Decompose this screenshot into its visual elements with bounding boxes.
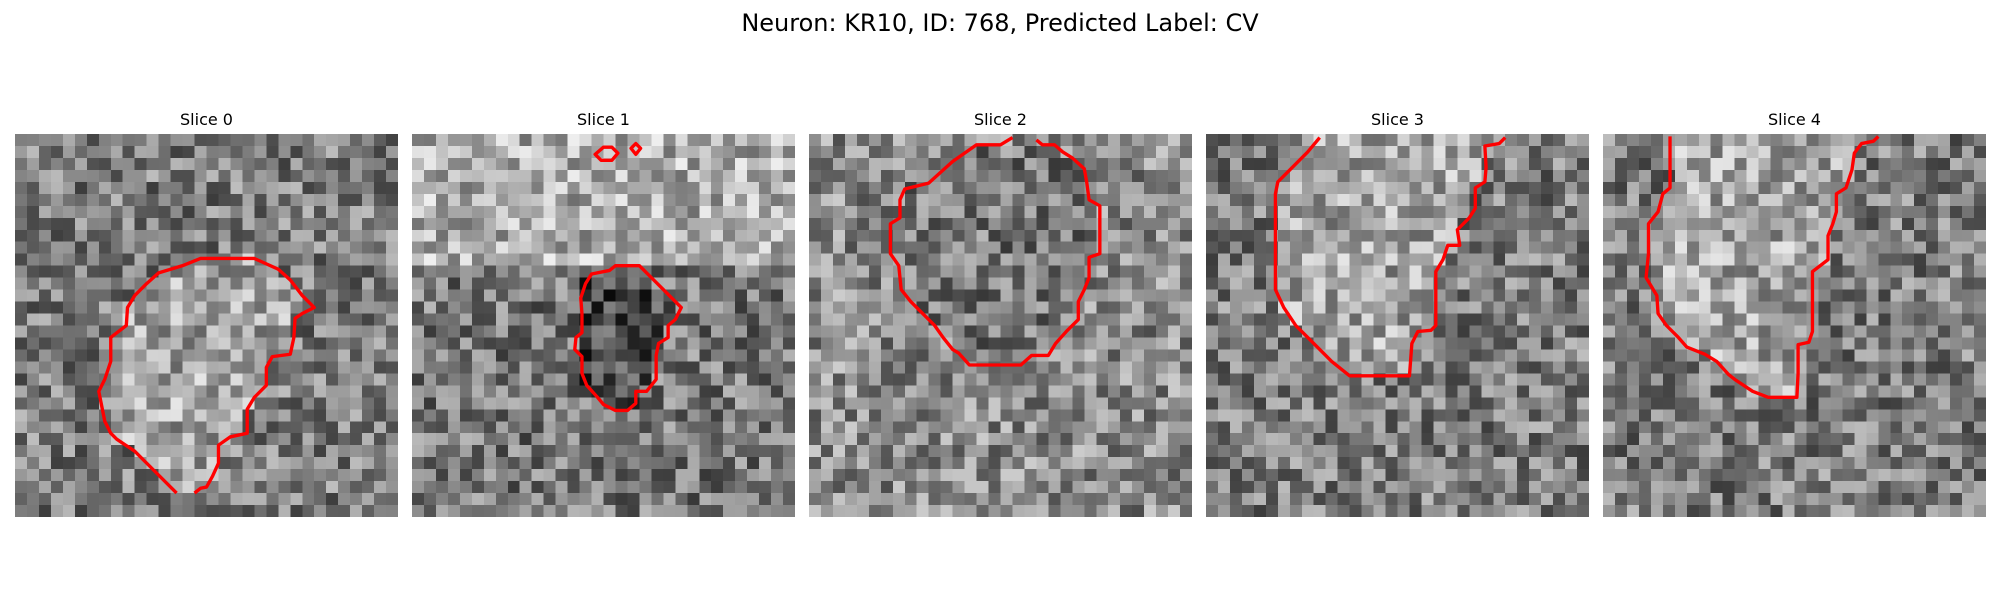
pixel-grid [412, 134, 795, 517]
slice-title: Slice 4 [1768, 110, 1821, 129]
microscopy-slice [1603, 134, 1986, 517]
segmentation-contour [888, 136, 1102, 367]
slice-title: Slice 1 [577, 110, 630, 129]
microscopy-slice [15, 134, 398, 517]
pixel-grid [1206, 134, 1589, 517]
segmentation-contour [573, 263, 683, 413]
slice-image [412, 134, 795, 517]
pixel-grid [809, 134, 1192, 517]
figure-title: Neuron: KR10, ID: 768, Predicted Label: … [741, 9, 1259, 37]
slice-title: Slice 0 [180, 110, 233, 129]
pixel-grid [15, 134, 398, 517]
slice-image [1603, 134, 1986, 517]
slice-image [15, 134, 398, 517]
slice-image [1206, 134, 1589, 517]
microscopy-slice [412, 134, 795, 517]
slice-title: Slice 2 [974, 110, 1027, 129]
segmentation-contour [97, 256, 316, 495]
slice-title: Slice 3 [1371, 110, 1424, 129]
segmentation-contour-fragment [593, 145, 620, 163]
microscopy-slice [1206, 134, 1589, 517]
pixel-grid [1603, 134, 1986, 517]
segmentation-contour [1644, 135, 1880, 399]
segmentation-contour [1273, 136, 1507, 378]
segmentation-contour-fragment [629, 141, 643, 157]
microscopy-slice [809, 134, 1192, 517]
slice-image [809, 134, 1192, 517]
